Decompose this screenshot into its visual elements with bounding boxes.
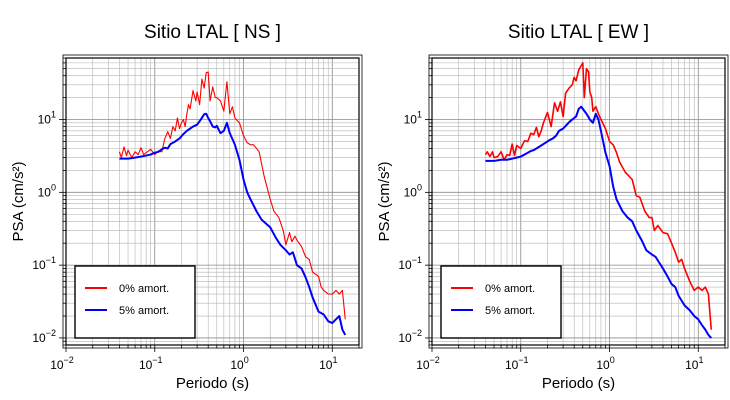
- y-tick-label-base: 10: [398, 258, 412, 272]
- x-tick-label-exponent: 1: [332, 355, 337, 365]
- x-tick-label: 10−2: [416, 355, 440, 372]
- y-tick-label-exponent: −2: [412, 328, 422, 338]
- y-tick-label: 101: [38, 110, 56, 127]
- x-axis-label: Periodo (s): [542, 375, 615, 392]
- chart-title: Sitio LTAL [ NS ]: [144, 22, 281, 43]
- x-tick-label-base: 10: [139, 358, 153, 372]
- x-tick-label-exponent: 0: [244, 355, 249, 365]
- chart-title: Sitio LTAL [ EW ]: [508, 22, 649, 43]
- y-tick-label: 100: [38, 182, 56, 199]
- x-tick-label: 10−2: [50, 355, 74, 372]
- x-axis-label: Periodo (s): [176, 375, 249, 392]
- y-tick-label: 10−1: [398, 255, 422, 272]
- y-tick-label: 100: [404, 182, 422, 199]
- x-tick-label: 101: [685, 355, 703, 372]
- y-tick-label-base: 10: [404, 185, 418, 199]
- y-tick-label-exponent: −2: [46, 328, 56, 338]
- legend: 0% amort. 5% amort.: [440, 265, 562, 339]
- x-tick-label-base: 10: [416, 358, 430, 372]
- y-tick-label-base: 10: [398, 331, 412, 345]
- y-tick-label-base: 10: [38, 185, 52, 199]
- x-tick-label-base: 10: [50, 358, 64, 372]
- legend: 0% amort. 5% amort.: [74, 265, 196, 339]
- y-tick-label-exponent: 0: [417, 182, 422, 192]
- x-tick-label: 100: [230, 355, 248, 372]
- y-tick-label: 10−2: [398, 328, 422, 345]
- x-tick-label-exponent: 1: [698, 355, 703, 365]
- x-tick-label-base: 10: [505, 358, 519, 372]
- legend-label: 5% amort.: [485, 305, 535, 317]
- y-tick-label: 10−2: [32, 328, 56, 345]
- x-tick-label: 100: [596, 355, 614, 372]
- x-tick-label-base: 10: [230, 358, 244, 372]
- y-tick-label-exponent: −1: [46, 255, 56, 265]
- legend-label: 0% amort.: [119, 283, 169, 295]
- x-tick-label: 10−1: [505, 355, 529, 372]
- x-tick-label-exponent: −1: [518, 355, 528, 365]
- legend-box: [74, 265, 196, 339]
- legend-label: 5% amort.: [119, 305, 169, 317]
- y-tick-label-base: 10: [32, 258, 46, 272]
- series-line-0pct-damping: [484, 62, 713, 330]
- y-tick-label: 10−1: [32, 255, 56, 272]
- x-tick-label-exponent: −2: [430, 355, 440, 365]
- y-tick-label-exponent: 1: [417, 110, 422, 120]
- y-tick-label-base: 10: [32, 331, 46, 345]
- legend-label: 0% amort.: [485, 283, 535, 295]
- x-tick-label-base: 10: [319, 358, 333, 372]
- plot-frame-outer: [62, 54, 363, 349]
- y-tick-label: 101: [404, 110, 422, 127]
- plot-frame: [431, 57, 726, 346]
- plot-frame-outer: [428, 54, 729, 349]
- plot-frame: [65, 57, 360, 346]
- y-tick-label-exponent: 0: [51, 182, 56, 192]
- y-axis-label: PSA (cm/s²): [376, 161, 393, 241]
- y-tick-label-base: 10: [38, 113, 52, 127]
- y-tick-label-base: 10: [404, 113, 418, 127]
- x-tick-label: 101: [319, 355, 337, 372]
- x-tick-label-base: 10: [685, 358, 699, 372]
- y-axis-label: PSA (cm/s²): [10, 161, 27, 241]
- legend-box: [440, 265, 562, 339]
- x-tick-label: 10−1: [139, 355, 163, 372]
- series-line-5pct-damping: [119, 112, 347, 336]
- y-tick-label-exponent: 1: [51, 110, 56, 120]
- x-tick-label-exponent: 0: [610, 355, 615, 365]
- y-tick-label-exponent: −1: [412, 255, 422, 265]
- series-line-5pct-damping: [485, 105, 712, 339]
- x-tick-label-exponent: −1: [152, 355, 162, 365]
- x-tick-label-base: 10: [596, 358, 610, 372]
- x-tick-label-exponent: −2: [64, 355, 74, 365]
